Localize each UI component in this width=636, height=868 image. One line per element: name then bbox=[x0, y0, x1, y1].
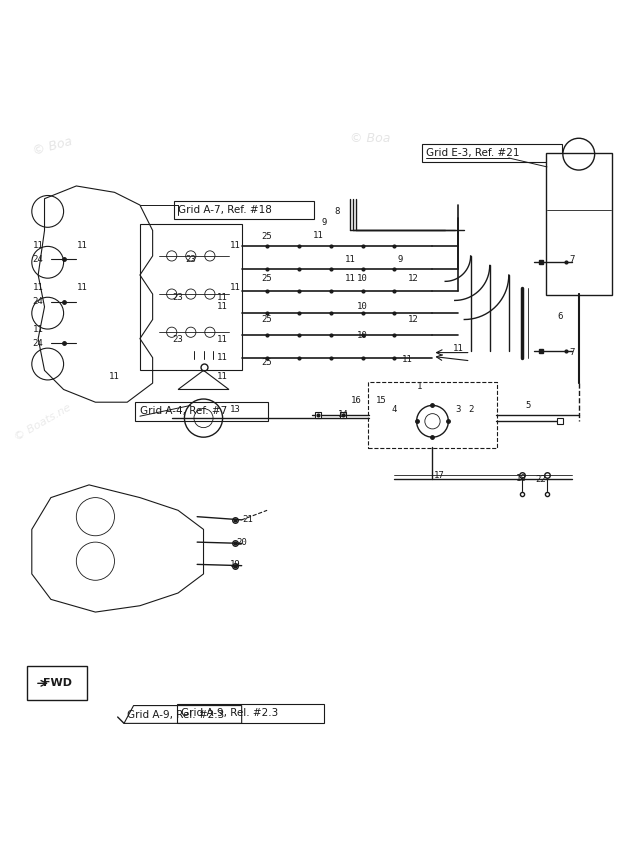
Text: 11: 11 bbox=[218, 335, 228, 345]
Text: 8: 8 bbox=[335, 207, 340, 216]
Text: 11: 11 bbox=[218, 293, 228, 302]
Text: 23: 23 bbox=[186, 254, 196, 264]
Text: 9: 9 bbox=[322, 219, 327, 227]
Text: Grid E-3, Ref. #21: Grid E-3, Ref. #21 bbox=[426, 148, 520, 158]
Text: 10: 10 bbox=[357, 302, 368, 312]
Text: 11: 11 bbox=[218, 353, 228, 362]
Text: 25: 25 bbox=[262, 233, 272, 241]
Text: 11: 11 bbox=[453, 344, 463, 352]
Text: 11: 11 bbox=[33, 283, 43, 293]
FancyBboxPatch shape bbox=[546, 153, 612, 295]
Text: 11: 11 bbox=[218, 372, 228, 381]
Text: 19: 19 bbox=[230, 560, 240, 569]
Text: 17: 17 bbox=[434, 470, 444, 480]
Text: 18: 18 bbox=[516, 474, 527, 483]
Text: 25: 25 bbox=[262, 273, 272, 283]
Text: 25: 25 bbox=[262, 358, 272, 366]
Text: 9: 9 bbox=[398, 254, 403, 264]
Text: 11: 11 bbox=[345, 273, 355, 283]
Text: 12: 12 bbox=[408, 315, 418, 324]
Text: 11: 11 bbox=[78, 240, 88, 250]
Text: 6: 6 bbox=[557, 312, 562, 321]
Text: 4: 4 bbox=[392, 405, 397, 414]
FancyBboxPatch shape bbox=[368, 382, 497, 448]
Text: 14: 14 bbox=[338, 411, 349, 419]
Text: © Boa: © Boa bbox=[350, 132, 390, 145]
Text: 12: 12 bbox=[408, 273, 418, 283]
Text: 23: 23 bbox=[173, 293, 183, 302]
Text: 11: 11 bbox=[78, 283, 88, 293]
Text: 24: 24 bbox=[33, 339, 43, 347]
Text: 1: 1 bbox=[417, 382, 422, 391]
Text: 7: 7 bbox=[570, 254, 575, 264]
Text: 24: 24 bbox=[33, 297, 43, 306]
Text: © Boa: © Boa bbox=[32, 135, 74, 158]
Text: 10: 10 bbox=[357, 273, 368, 283]
Text: 11: 11 bbox=[218, 302, 228, 312]
Text: Grid A-4, Ref. #7: Grid A-4, Ref. #7 bbox=[140, 406, 227, 416]
Text: Grid A-9, Rel. #2.3: Grid A-9, Rel. #2.3 bbox=[127, 710, 225, 720]
Text: 5: 5 bbox=[525, 401, 530, 410]
Text: 7: 7 bbox=[570, 348, 575, 357]
Text: 10: 10 bbox=[357, 331, 368, 340]
Text: 11: 11 bbox=[109, 372, 120, 381]
Text: 16: 16 bbox=[351, 396, 361, 404]
Text: 25: 25 bbox=[262, 315, 272, 324]
Text: 21: 21 bbox=[243, 516, 253, 524]
Text: 2: 2 bbox=[468, 405, 473, 414]
FancyBboxPatch shape bbox=[27, 666, 87, 700]
Text: 22: 22 bbox=[536, 476, 546, 484]
Text: 24: 24 bbox=[33, 254, 43, 264]
Text: 15: 15 bbox=[377, 396, 387, 404]
Text: Grid A-9, Rel. #2.3: Grid A-9, Rel. #2.3 bbox=[181, 708, 279, 719]
Text: 11: 11 bbox=[33, 325, 43, 333]
Text: 11: 11 bbox=[313, 231, 323, 240]
Text: 11: 11 bbox=[33, 240, 43, 250]
Text: Grid A-7, Ref. #18: Grid A-7, Ref. #18 bbox=[178, 205, 272, 214]
Text: 11: 11 bbox=[345, 254, 355, 264]
Text: 23: 23 bbox=[173, 335, 183, 345]
Text: FWD: FWD bbox=[43, 678, 72, 688]
Text: 13: 13 bbox=[230, 405, 240, 414]
Text: 11: 11 bbox=[230, 240, 240, 250]
Text: 11: 11 bbox=[402, 355, 412, 364]
Text: 11: 11 bbox=[230, 283, 240, 293]
Text: 3: 3 bbox=[455, 405, 460, 414]
Text: © Boats.ne: © Boats.ne bbox=[13, 402, 73, 443]
Text: 20: 20 bbox=[237, 537, 247, 547]
